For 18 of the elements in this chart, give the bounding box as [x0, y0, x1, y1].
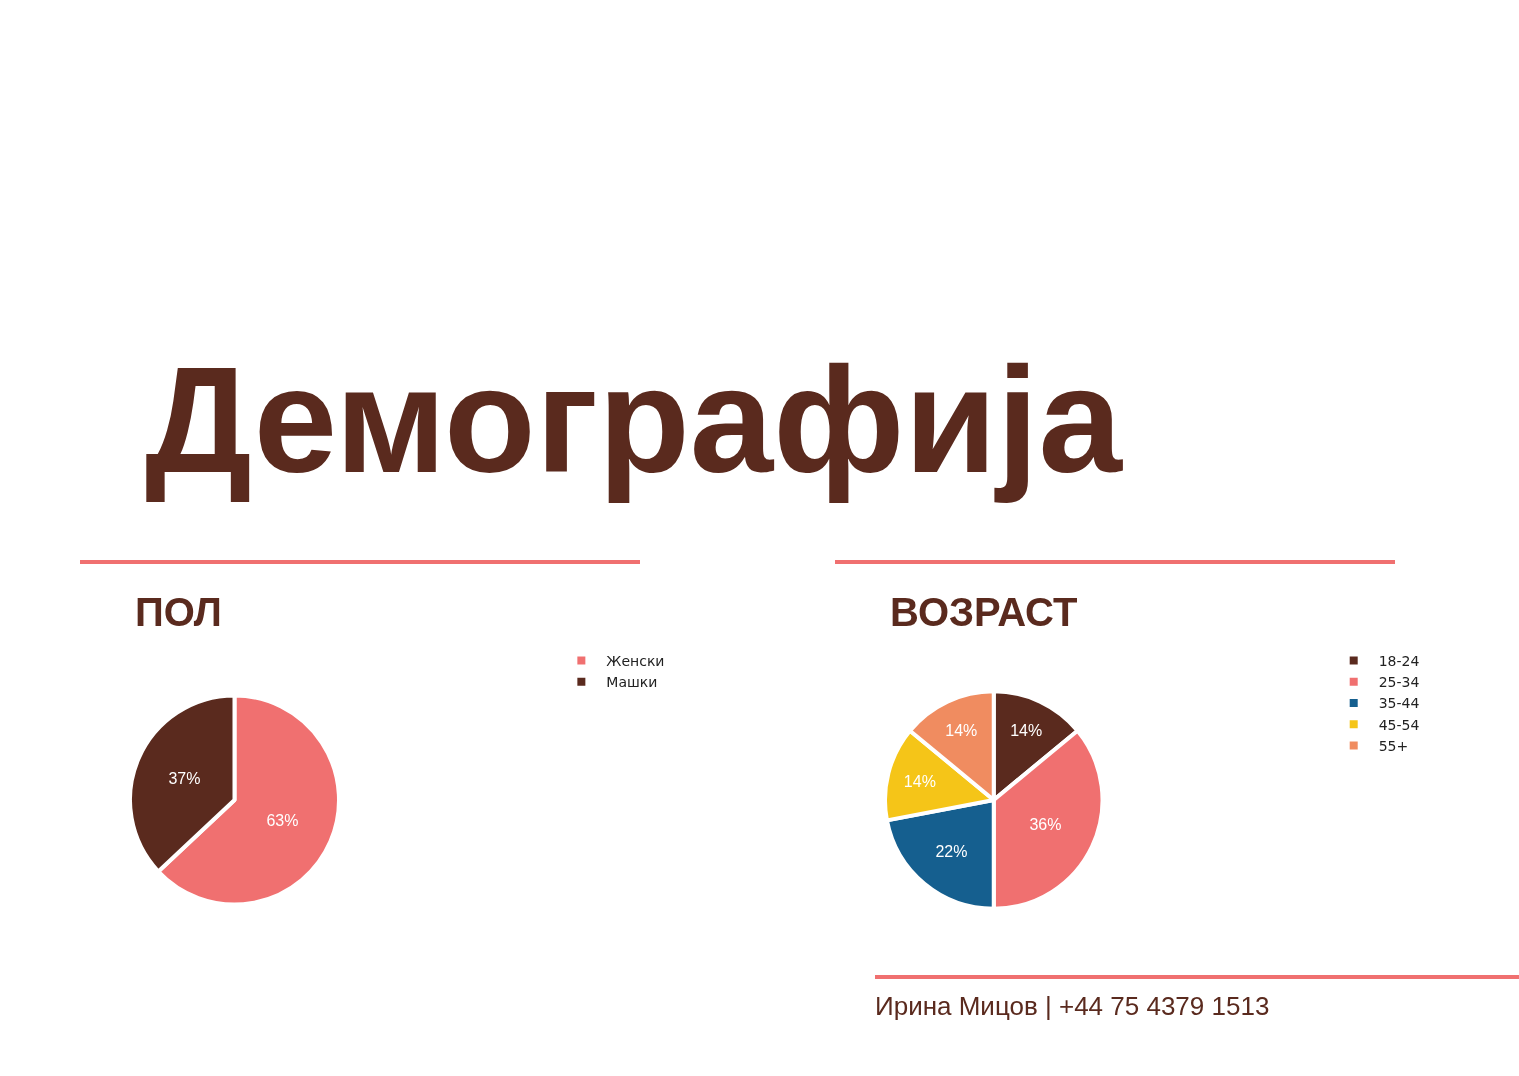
data-label: 14%: [903, 772, 936, 790]
data-label: 63%: [266, 812, 299, 830]
legend-label: Машки: [606, 674, 658, 691]
legend-label: 18-24: [1378, 653, 1420, 670]
legend-label: 55+: [1378, 737, 1409, 754]
data-label: 37%: [168, 769, 201, 787]
data-label: 14%: [1010, 722, 1043, 740]
legend-label: 35-44: [1378, 695, 1420, 712]
chart-title: ПОЛ: [135, 590, 222, 635]
data-label: 14%: [945, 722, 978, 740]
data-label: 22%: [935, 842, 968, 860]
text: Ирина Мицов | +44 75 4379 1513: [875, 975, 1519, 1022]
chart-title: ВОЗРАСТ: [890, 590, 1078, 635]
text: Демографија: [145, 335, 1122, 506]
legend-label: Женски: [606, 653, 665, 670]
legend-label: 45-54: [1378, 716, 1420, 733]
data-label: 36%: [1029, 815, 1062, 833]
legend-label: 25-34: [1378, 674, 1420, 691]
